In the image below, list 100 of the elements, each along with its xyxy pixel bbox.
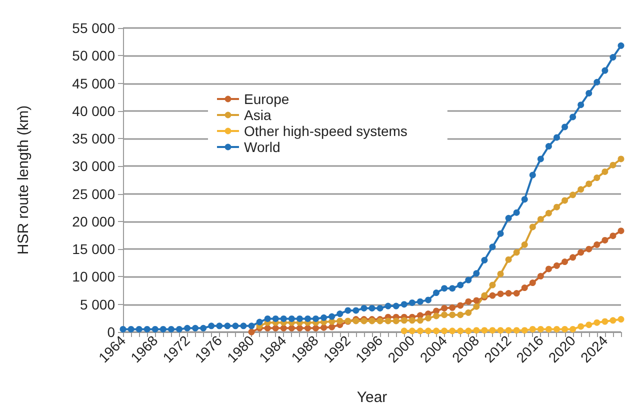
point	[529, 224, 536, 230]
point	[416, 328, 424, 334]
point	[489, 327, 496, 334]
point	[489, 292, 496, 299]
point	[433, 328, 440, 334]
point	[449, 328, 456, 334]
point	[545, 326, 552, 332]
point	[400, 328, 408, 334]
legend-label: World	[244, 139, 280, 155]
y-tick-label: 5 000	[80, 296, 116, 312]
point	[529, 280, 536, 286]
point	[618, 316, 624, 323]
y-tick-label: 50 000	[72, 48, 116, 64]
point	[328, 324, 336, 330]
point	[554, 326, 560, 332]
point	[489, 282, 496, 288]
point	[570, 254, 576, 261]
point	[521, 241, 528, 248]
point	[545, 210, 552, 216]
point	[505, 290, 512, 297]
y-tick-label: 45 000	[72, 75, 116, 92]
point	[424, 314, 432, 322]
point	[586, 246, 592, 252]
point	[497, 290, 504, 298]
y-tick-label: 10 000	[72, 268, 116, 285]
point	[521, 284, 528, 292]
point	[537, 216, 544, 222]
point	[537, 272, 544, 280]
point	[441, 312, 448, 318]
point	[408, 328, 416, 334]
point	[465, 328, 472, 334]
legend-label: Other high-speed systems	[244, 123, 408, 139]
point	[465, 309, 472, 316]
point	[336, 318, 344, 324]
point	[602, 168, 608, 175]
y-tick-label: 40 000	[72, 102, 116, 119]
point	[449, 312, 456, 318]
x-axis-title: Year	[356, 389, 388, 406]
point	[505, 256, 512, 263]
point	[602, 318, 608, 325]
point	[497, 327, 504, 334]
y-tick-label: 0	[107, 324, 116, 340]
point	[473, 327, 480, 334]
point	[433, 312, 440, 320]
legend-label: Europe	[244, 91, 290, 107]
point	[610, 232, 616, 240]
point	[513, 249, 520, 256]
y-tick-label: 25 000	[72, 186, 116, 202]
point	[441, 328, 448, 334]
point	[602, 237, 608, 244]
point	[473, 297, 480, 304]
point	[441, 304, 448, 312]
y-tick-label: 35 000	[72, 130, 116, 147]
point	[280, 324, 287, 332]
y-tick-label: 15 000	[72, 241, 116, 258]
y-tick-label: 55 000	[72, 20, 116, 36]
y-tick-label: 30 000	[72, 158, 116, 174]
point	[392, 318, 400, 324]
point	[586, 180, 592, 188]
point	[384, 318, 392, 324]
point	[594, 241, 600, 248]
point	[497, 270, 504, 278]
point	[610, 162, 616, 168]
point	[457, 328, 464, 334]
y-tick-label: 20 000	[72, 213, 116, 230]
legend-label: Asia	[244, 107, 272, 123]
point	[554, 204, 560, 210]
point	[465, 298, 472, 305]
point	[457, 312, 464, 318]
point	[586, 322, 592, 328]
point	[554, 262, 560, 269]
point	[449, 304, 456, 311]
point	[578, 186, 584, 193]
point	[424, 328, 432, 334]
y-axis-title: HSR route length (km)	[15, 105, 32, 255]
point	[473, 303, 480, 310]
point	[545, 266, 552, 272]
point	[481, 327, 488, 334]
point	[562, 197, 568, 204]
point	[400, 317, 408, 324]
point	[505, 327, 512, 334]
point	[610, 317, 616, 324]
point	[288, 324, 295, 332]
point	[304, 324, 311, 332]
point	[594, 319, 600, 326]
point	[578, 323, 584, 330]
point	[537, 326, 544, 332]
point	[312, 324, 320, 332]
point	[570, 192, 576, 198]
point	[248, 328, 255, 336]
point	[618, 156, 624, 162]
point	[296, 324, 303, 332]
point	[320, 324, 328, 331]
point	[562, 258, 568, 266]
point	[529, 326, 536, 332]
point	[457, 302, 464, 309]
point	[578, 249, 584, 256]
point	[513, 327, 520, 334]
point	[513, 290, 520, 297]
point	[521, 327, 528, 334]
